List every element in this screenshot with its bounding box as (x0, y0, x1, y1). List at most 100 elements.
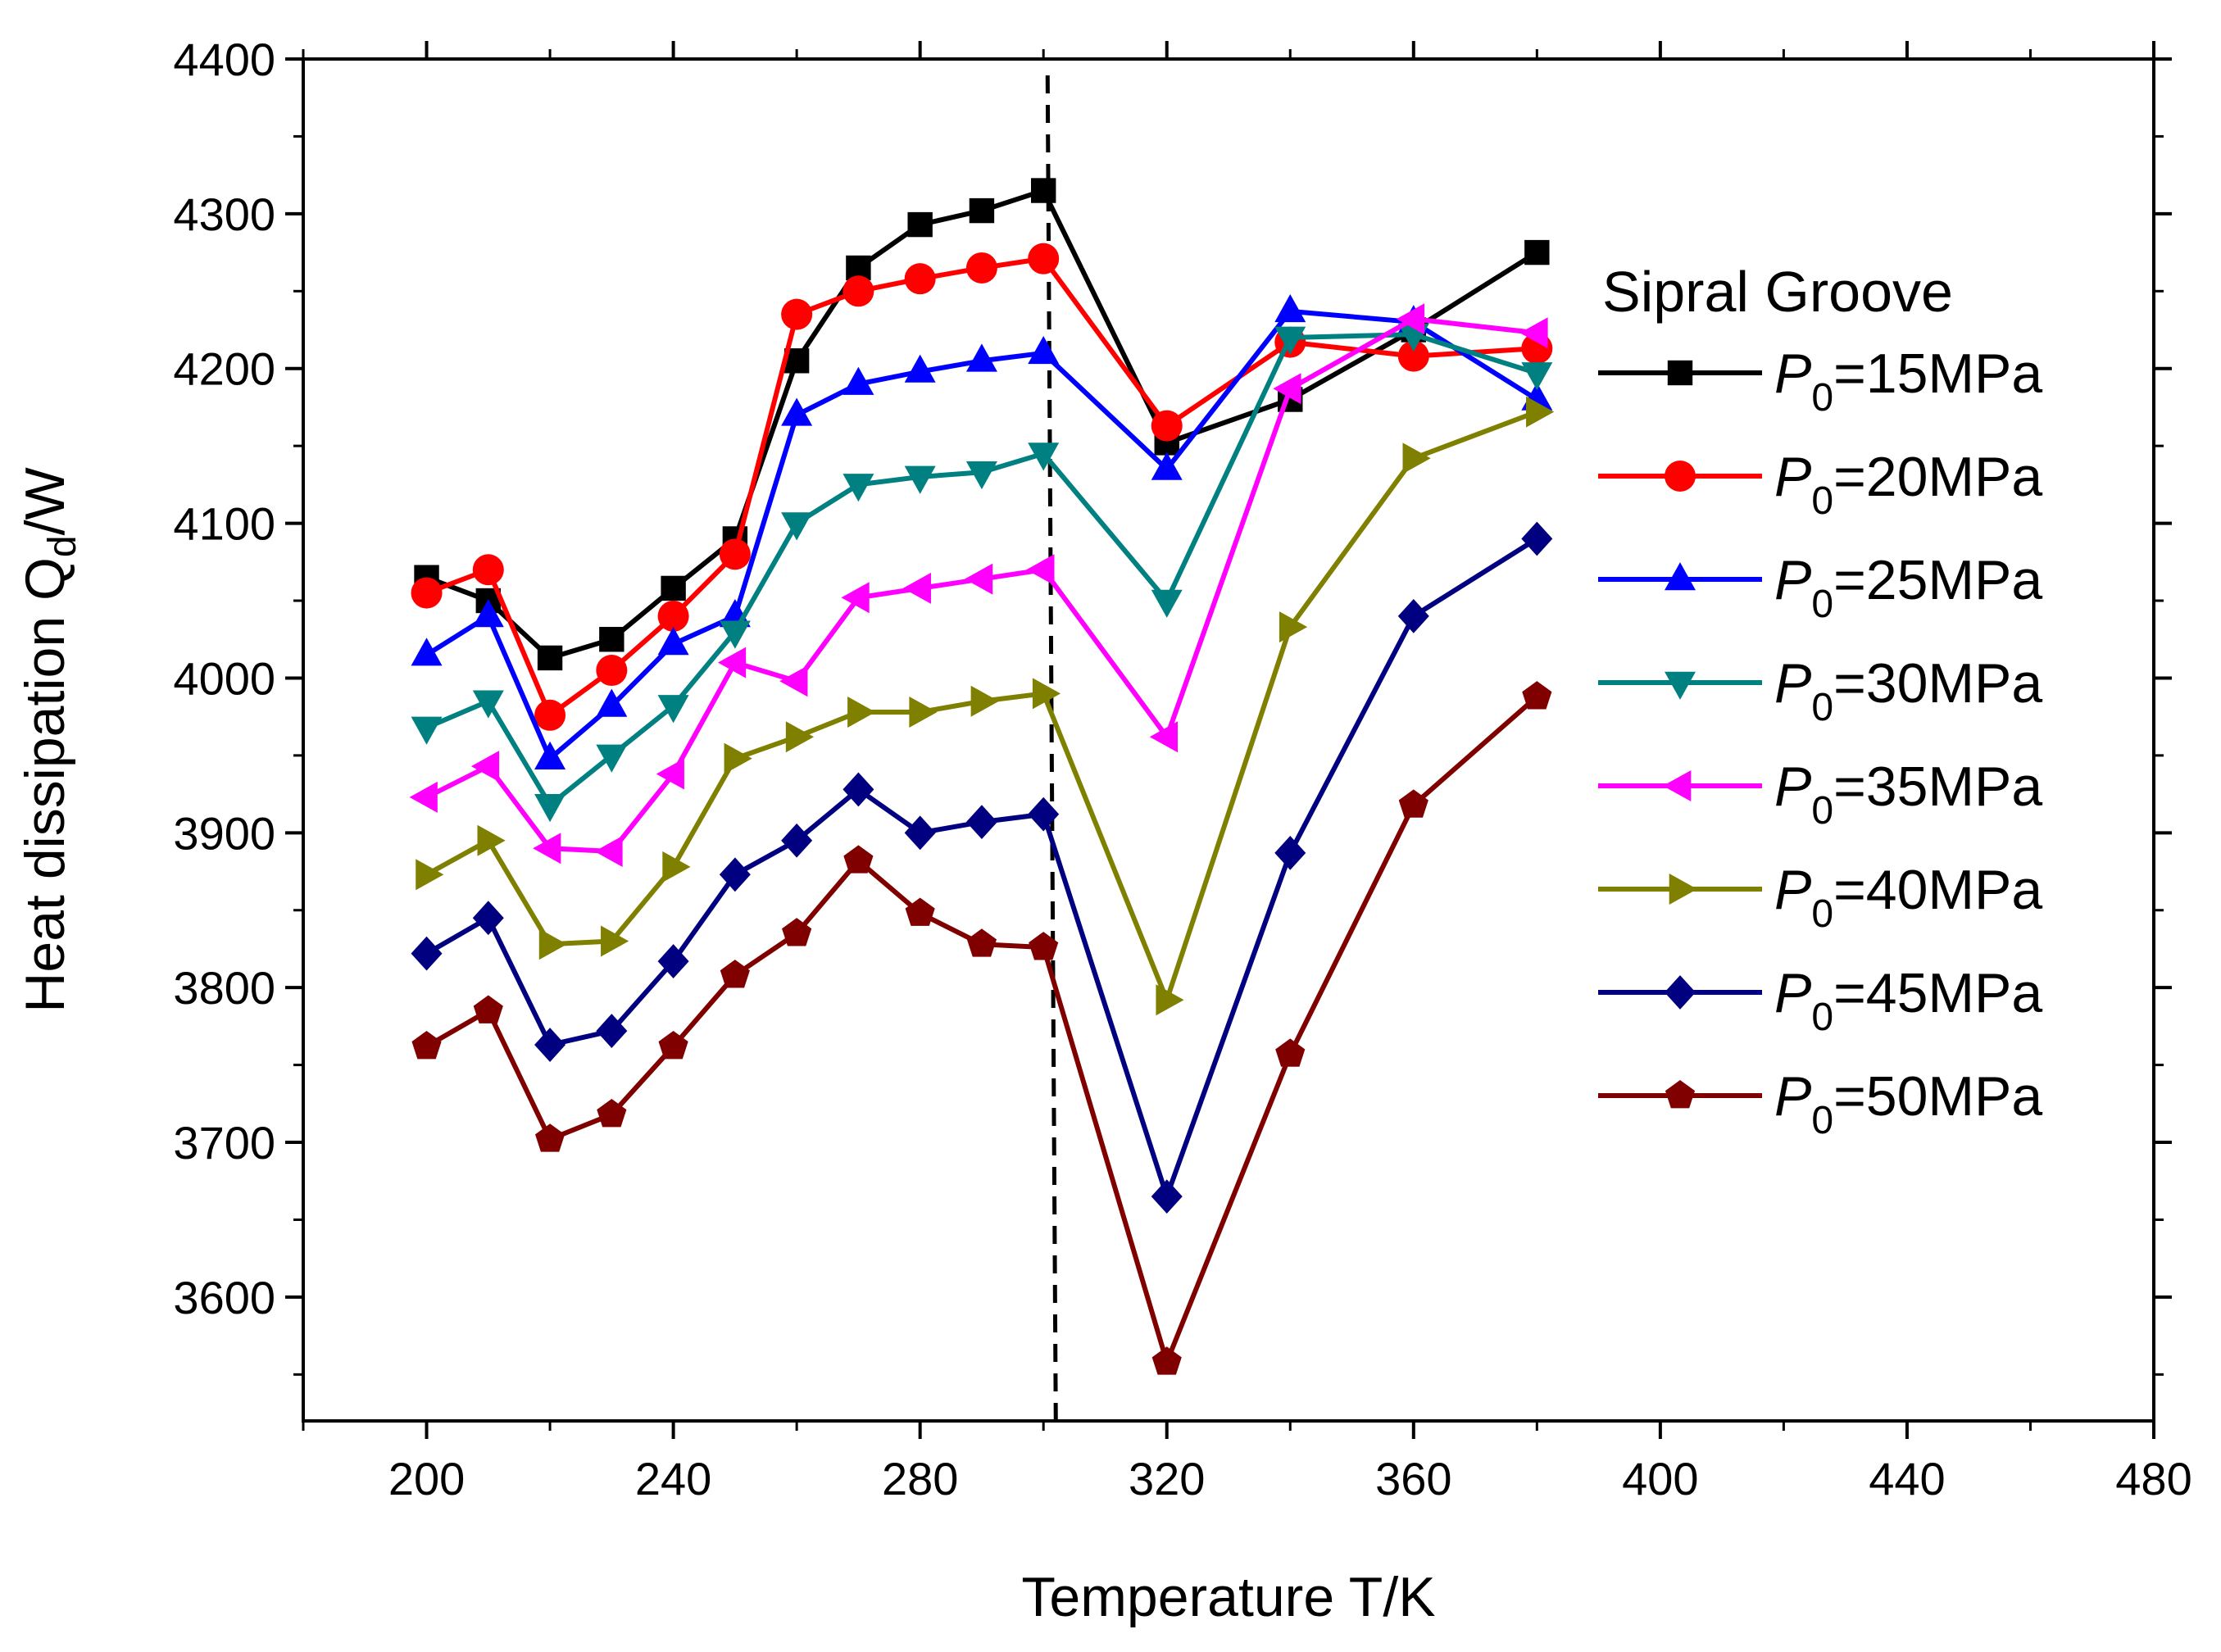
data-point-35MPa (470, 751, 500, 783)
series-layer (409, 178, 1555, 1375)
y-tick-label: 3600 (173, 1272, 275, 1323)
legend-label-symbol: P (1774, 343, 1811, 405)
data-point-25MPa (1151, 452, 1183, 480)
data-point-25MPa (904, 354, 936, 383)
data-point-40MPa (416, 859, 444, 891)
data-point-20MPa (719, 538, 751, 570)
data-point-25MPa (1028, 335, 1060, 365)
data-point-50MPa (534, 1123, 565, 1152)
data-point-20MPa (843, 275, 874, 307)
legend-marker (1665, 975, 1696, 1010)
data-point-35MPa (779, 665, 808, 697)
data-point-40MPa (1032, 678, 1061, 710)
data-point-35MPa (902, 572, 931, 604)
series-50MPa (411, 681, 1552, 1375)
series-30MPa (411, 323, 1553, 823)
data-point-50MPa (473, 995, 503, 1023)
legend-label-subscript: 0 (1811, 686, 1833, 729)
data-point-25MPa (411, 638, 443, 666)
data-point-25MPa (657, 627, 689, 656)
data-point-45MPa (1397, 599, 1429, 633)
legend-marker (1665, 1080, 1696, 1109)
data-point-25MPa (596, 688, 628, 717)
data-point-20MPa (965, 252, 997, 284)
legend-marker (1667, 360, 1693, 386)
legend-label-subscript: 0 (1811, 479, 1833, 523)
data-point-20MPa (596, 655, 628, 687)
data-point-35MPa (717, 647, 747, 678)
y-axis-title-unit: /W (14, 467, 76, 535)
data-point-15MPa (537, 645, 563, 671)
legend-item-15MPa: P0=15MPa (1598, 343, 2042, 420)
x-tick-label: 240 (635, 1453, 711, 1504)
x-tick-label: 480 (2115, 1453, 2191, 1504)
data-point-45MPa (719, 857, 751, 892)
legend-label-symbol: P (1774, 446, 1811, 508)
data-point-30MPa (1028, 442, 1060, 471)
data-point-15MPa (907, 211, 933, 238)
data-point-40MPa (1526, 396, 1555, 428)
y-tick-label: 4300 (173, 188, 275, 240)
x-axis-title: Temperature T/K (1021, 1566, 1435, 1628)
x-tick-label: 400 (1622, 1453, 1698, 1504)
series-35MPa (409, 303, 1548, 867)
data-point-50MPa (843, 845, 874, 874)
legend-label: P0=35MPa (1774, 756, 2042, 833)
data-point-45MPa (965, 805, 997, 839)
legend-label-value: =45MPa (1833, 962, 2042, 1024)
data-point-45MPa (1151, 1179, 1183, 1214)
legend-item-40MPa: P0=40MPa (1598, 859, 2042, 936)
legend-label: P0=25MPa (1774, 549, 2042, 626)
legend-item-45MPa: P0=45MPa (1598, 962, 2042, 1039)
data-point-50MPa (1151, 1346, 1182, 1375)
data-point-50MPa (658, 1030, 688, 1060)
y-axis-title: Heat dissipation Qd/W (14, 467, 84, 1012)
legend-label: P0=20MPa (1774, 446, 2042, 523)
legend-marker (1663, 770, 1692, 801)
data-point-40MPa (538, 928, 567, 960)
data-point-45MPa (596, 1014, 628, 1048)
y-axis-title-main: Heat dissipation Q (14, 557, 76, 1013)
legend-title: Sipral Groove (1602, 260, 1953, 324)
data-point-35MPa (1026, 554, 1055, 586)
x-tick-label: 440 (1869, 1453, 1945, 1504)
data-point-40MPa (477, 824, 506, 856)
legend-label-value: =20MPa (1833, 446, 2042, 508)
data-point-30MPa (781, 512, 813, 541)
data-point-40MPa (1402, 442, 1431, 474)
data-point-30MPa (719, 620, 751, 649)
legend-marker (1669, 874, 1697, 905)
reference-dashed-line (1045, 75, 1058, 1420)
data-point-30MPa (965, 461, 997, 490)
data-point-30MPa (1274, 326, 1306, 355)
legend-label-symbol: P (1774, 859, 1811, 921)
data-point-20MPa (1397, 340, 1429, 372)
legend-label-subscript: 0 (1811, 789, 1833, 833)
plot-frame (302, 57, 2155, 1423)
data-point-30MPa (472, 690, 504, 719)
legend-marker (1665, 671, 1696, 700)
data-point-35MPa (1273, 373, 1301, 405)
data-point-15MPa (661, 575, 686, 601)
data-point-50MPa (597, 1099, 627, 1128)
data-point-35MPa (841, 582, 870, 614)
legend-label-value: =50MPa (1833, 1065, 2042, 1128)
data-point-30MPa (534, 794, 566, 823)
data-point-15MPa (1031, 178, 1056, 203)
legend-label-value: =25MPa (1833, 549, 2042, 611)
legend-item-20MPa: P0=20MPa (1598, 446, 2042, 523)
data-point-35MPa (594, 835, 623, 867)
legend-label-value: =35MPa (1833, 756, 2042, 818)
legend-label-value: =30MPa (1833, 652, 2042, 715)
data-point-40MPa (785, 721, 815, 753)
legend-item-50MPa: P0=50MPa (1598, 1065, 2042, 1142)
data-point-25MPa (843, 366, 874, 395)
legend-label: P0=15MPa (1774, 343, 2042, 420)
legend-label-symbol: P (1774, 652, 1811, 715)
x-tick-label: 360 (1375, 1453, 1451, 1504)
y-tick-label: 3800 (173, 962, 275, 1014)
legend-label-value: =15MPa (1833, 343, 2042, 405)
legend-label: P0=45MPa (1774, 962, 2042, 1039)
legend-label-subscript: 0 (1811, 996, 1833, 1039)
